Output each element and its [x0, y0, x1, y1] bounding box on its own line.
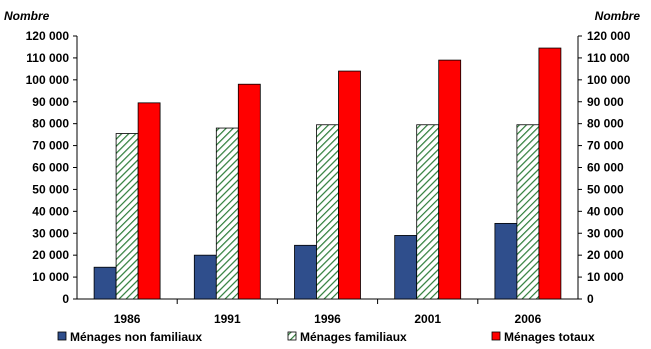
- legend-label: Ménages totaux: [504, 330, 595, 344]
- right-y-tick-label: 100 000: [587, 73, 631, 87]
- right-y-tick-label: 0: [587, 292, 594, 306]
- right-y-tick-label: 30 000: [587, 226, 624, 240]
- right-y-tick-label: 110 000: [587, 51, 630, 65]
- left-y-tick-label: 100 000: [26, 73, 70, 87]
- right-y-tick-label: 40 000: [587, 204, 624, 218]
- bar-m-nages-non-familiaux-1996: [294, 244, 317, 300]
- x-category-label: 1996: [314, 312, 341, 326]
- bar-m-nages-familiaux-1996: [316, 124, 339, 300]
- bar-m-nages-non-familiaux-1991: [193, 254, 217, 300]
- left-axis-title: Nombre: [4, 9, 50, 23]
- legend: Ménages non familiaux Ménages familiaux Mé…: [57, 330, 595, 344]
- x-category-label: 2006: [515, 312, 542, 326]
- left-y-tick-label: 70 000: [32, 139, 69, 153]
- right-y-tick-label: 10 000: [587, 270, 624, 284]
- x-category-label: 1991: [214, 312, 241, 326]
- bar-m-nages-non-familiaux-1986: [93, 266, 117, 300]
- left-y-tick-label: 0: [62, 292, 69, 306]
- right-y-tick-label: 90 000: [587, 95, 624, 109]
- legend-swatch: [491, 331, 501, 341]
- plot-area: 0 0 10 000 10 000 20 000 20 000 30 000 30 000 40…: [26, 29, 631, 326]
- legend-swatch: [57, 331, 67, 341]
- bar-m-nages-familiaux-1986: [115, 133, 139, 300]
- right-axis-title: Nombre: [595, 9, 641, 23]
- bar-m-nages-totaux-1991: [237, 83, 261, 300]
- bar-m-nages-totaux-2006: [538, 47, 562, 300]
- left-y-tick-label: 30 000: [32, 226, 69, 240]
- right-y-tick-label: 60 000: [587, 161, 624, 175]
- legend-label: Ménages familiaux: [300, 330, 407, 344]
- legend-label: Ménages non familiaux: [70, 330, 202, 344]
- right-y-tick-label: 50 000: [587, 182, 624, 196]
- x-category-label: 2001: [414, 312, 441, 326]
- left-y-tick-label: 40 000: [32, 204, 69, 218]
- legend-swatch: [287, 331, 297, 341]
- left-y-tick-label: 50 000: [32, 182, 69, 196]
- right-y-tick-label: 80 000: [587, 117, 624, 131]
- bar-m-nages-familiaux-2006: [516, 124, 540, 300]
- left-y-tick-label: 110 000: [26, 51, 69, 65]
- right-y-tick-label: 70 000: [587, 139, 624, 153]
- left-y-tick-label: 10 000: [32, 270, 69, 284]
- x-category-label: 1986: [114, 312, 141, 326]
- left-y-tick-label: 90 000: [32, 95, 69, 109]
- bar-m-nages-non-familiaux-2001: [394, 235, 418, 300]
- bar-m-nages-totaux-1986: [137, 102, 161, 300]
- bar-m-nages-non-familiaux-2006: [494, 222, 518, 300]
- right-y-tick-label: 120 000: [587, 29, 631, 43]
- bar-m-nages-familiaux-1991: [215, 127, 239, 300]
- left-y-tick-label: 20 000: [32, 248, 69, 262]
- left-y-tick-label: 60 000: [32, 161, 69, 175]
- bar-m-nages-totaux-2001: [438, 59, 462, 300]
- right-y-tick-label: 20 000: [587, 248, 624, 262]
- left-y-tick-label: 120 000: [26, 29, 70, 43]
- bar-m-nages-familiaux-2001: [416, 124, 440, 300]
- left-y-tick-label: 80 000: [32, 117, 69, 131]
- bar-m-nages-totaux-1996: [338, 70, 361, 300]
